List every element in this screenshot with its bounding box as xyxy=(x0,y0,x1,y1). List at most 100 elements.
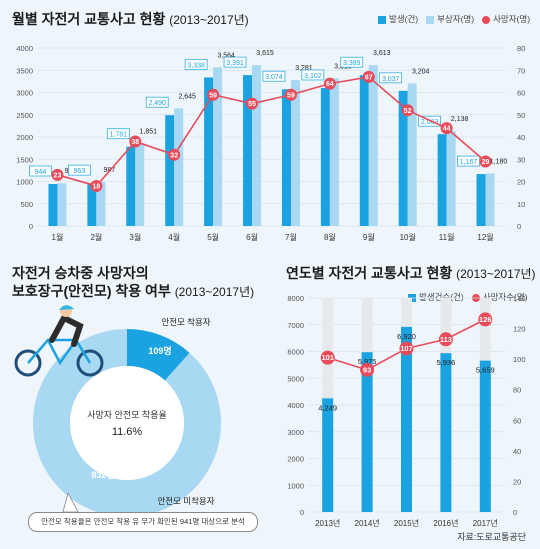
injured-data-label: 3,613 xyxy=(373,50,391,57)
accident-label-box xyxy=(29,165,52,177)
bar-accident xyxy=(281,89,291,226)
x-tick-label: 7월 xyxy=(285,232,297,242)
injured-data-label: 3,615 xyxy=(256,50,274,57)
death-point xyxy=(168,148,181,161)
death-point xyxy=(362,70,375,83)
injured-data-label: 1,851 xyxy=(140,129,158,136)
death-point xyxy=(129,135,142,148)
accident-data-label: 944 xyxy=(35,169,47,176)
bar-injured xyxy=(174,108,184,226)
death-data-label: 18 xyxy=(92,184,100,191)
bar-accident xyxy=(320,87,330,226)
bar-yearly-accident xyxy=(322,398,334,512)
y2-tick-label: 0 xyxy=(517,222,521,231)
donut-value-nowear: 832명 xyxy=(91,469,114,480)
monthly-legend: 발생(건) 부상자(명) 사망자(명) xyxy=(378,13,530,25)
legend-injured: 부상자(명) xyxy=(426,13,474,25)
yearly-death-label: 113 xyxy=(440,335,452,344)
bar-yearly-accident xyxy=(440,353,452,512)
y-tick-label: 500 xyxy=(20,200,33,209)
y2-tick-label: 70 xyxy=(517,66,525,75)
bar-injured xyxy=(446,130,456,226)
accident-data-label: 963 xyxy=(74,168,86,175)
y-tick-label: 0 xyxy=(29,222,33,231)
y-tick-label: 6000 xyxy=(287,348,304,357)
pie-title-line1: 자전거 승차중 사망자의 xyxy=(12,265,149,281)
donut-label-wear: 안전모 착용자 xyxy=(161,317,210,327)
yearly-death-label: 126 xyxy=(479,315,492,324)
bar-yearly-accident xyxy=(401,326,412,512)
y2-tick-label: 140 xyxy=(513,294,526,303)
y-tick-label: 3500 xyxy=(16,66,33,75)
bar-accident xyxy=(204,77,214,226)
accident-data-label: 2,063 xyxy=(421,119,439,126)
y2-tick-label: 20 xyxy=(517,178,525,187)
x-tick-label: 1월 xyxy=(52,232,64,242)
death-data-label: 59 xyxy=(287,92,295,99)
accident-label-box xyxy=(106,128,130,140)
death-data-label: 29 xyxy=(482,159,490,166)
y2-tick-label: 10 xyxy=(517,200,525,209)
bike-wheel-icon xyxy=(14,349,42,377)
accident-data-label: 3,338 xyxy=(187,62,205,69)
y-tick-label: 1000 xyxy=(16,178,33,187)
accident-label-box xyxy=(145,96,169,108)
yearly-accident-label: 4,249 xyxy=(318,403,337,412)
yearly-accident-label: 5,936 xyxy=(437,358,456,367)
accident-data-label: 3,389 xyxy=(343,60,361,67)
x-tick-label: 8월 xyxy=(324,232,336,242)
y-tick-label: 3000 xyxy=(287,428,304,437)
injured-data-label: 1,180 xyxy=(490,158,508,165)
legend-death: 사망자(명) xyxy=(482,13,530,25)
donut-hole xyxy=(70,366,184,480)
helmet-icon xyxy=(59,305,74,310)
yearly-death-point xyxy=(399,341,414,356)
x-tick-label: 2월 xyxy=(90,232,102,242)
bar-accident xyxy=(437,134,447,226)
death-data-label: 67 xyxy=(365,75,373,82)
x-tick-label: 2015년 xyxy=(394,518,419,528)
yearly-death-label: 107 xyxy=(400,344,413,353)
bar-injured xyxy=(485,173,495,226)
accident-data-label: 1,167 xyxy=(460,159,478,166)
x-tick-label: 2017년 xyxy=(473,518,498,528)
x-tick-label: 2014년 xyxy=(355,518,380,528)
death-point xyxy=(207,88,220,101)
injured-data-label: 2,138 xyxy=(451,116,469,123)
bike-frame-icon xyxy=(27,338,92,366)
injured-data-label: 3,281 xyxy=(295,65,313,72)
injured-data-label: 3,204 xyxy=(412,68,430,75)
death-point xyxy=(51,168,64,181)
accident-label-box xyxy=(301,69,325,81)
accident-label-box xyxy=(262,70,286,82)
monthly-chart-title: 월별 자전거 교통사고 현황 (2013~2017년) xyxy=(12,11,249,27)
bar-accident xyxy=(48,183,58,226)
accident-label-box xyxy=(457,155,480,167)
yearly-accident-label: 5,975 xyxy=(358,357,377,366)
yearly-death-label: 93 xyxy=(363,365,371,374)
donut-slice-nowear xyxy=(32,329,221,517)
death-data-label: 23 xyxy=(54,172,62,179)
x-tick-label: 3월 xyxy=(129,232,141,242)
bar-injured xyxy=(96,182,106,226)
death-data-label: 44 xyxy=(443,126,451,133)
death-point xyxy=(479,155,492,168)
y2-tick-label: 30 xyxy=(517,155,525,164)
bike-wheel-icon xyxy=(76,349,104,377)
bar-injured xyxy=(368,65,378,226)
death-line xyxy=(57,76,487,187)
death-point xyxy=(323,77,336,90)
y2-tick-label: 60 xyxy=(513,416,521,425)
death-data-label: 52 xyxy=(404,108,412,115)
injured-data-label: 2,645 xyxy=(178,93,196,100)
y2-tick-label: 60 xyxy=(517,89,525,98)
yearly-death-point xyxy=(360,362,375,377)
accident-data-label: 2,490 xyxy=(148,100,166,107)
y-tick-label: 0 xyxy=(300,508,304,517)
bar-injured xyxy=(407,83,417,226)
y-tick-label: 4000 xyxy=(287,401,304,410)
y-tick-label: 2500 xyxy=(16,111,33,120)
y-tick-label: 4000 xyxy=(16,44,33,53)
y2-tick-label: 0 xyxy=(513,508,517,517)
yearly-death-label: 101 xyxy=(321,353,334,362)
